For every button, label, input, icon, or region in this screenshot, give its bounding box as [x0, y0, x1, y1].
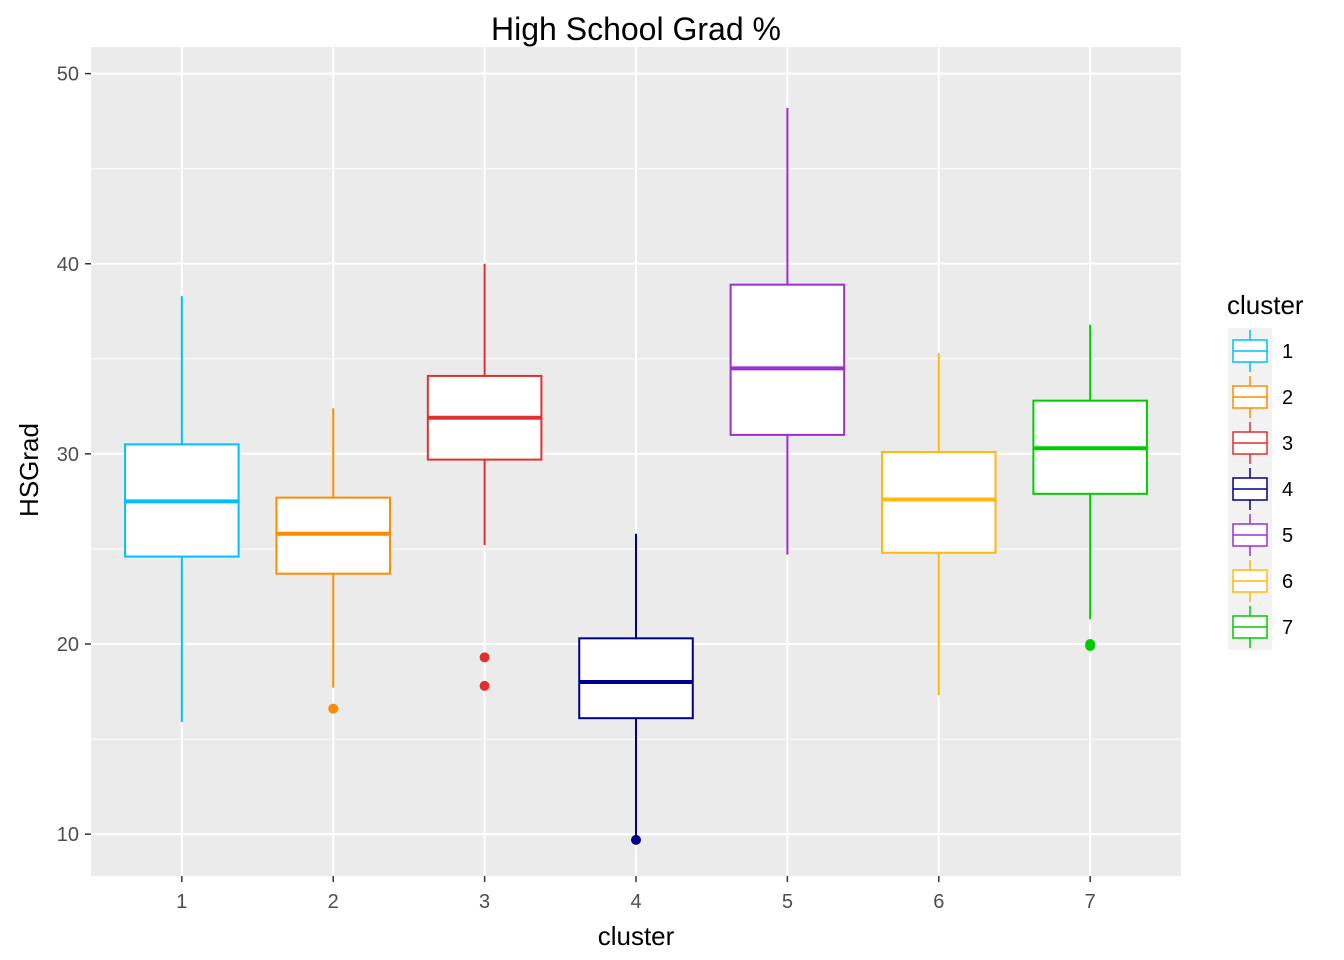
- boxplot-cluster-1: [124, 296, 240, 722]
- y-axis-title: HSGrad: [14, 423, 44, 517]
- x-tick-label: 6: [933, 891, 944, 913]
- y-tick-label: 50: [57, 64, 79, 86]
- legend-label: 3: [1282, 433, 1293, 455]
- outlier-point: [1085, 640, 1096, 651]
- x-tick-label: 1: [176, 891, 187, 913]
- y-tick-label: 10: [57, 824, 79, 846]
- boxplot-cluster-6: [881, 353, 997, 696]
- box: [881, 450, 997, 554]
- y-tick-label: 30: [57, 444, 79, 466]
- legend: cluster 1 2 3 4 5 6 7: [1227, 290, 1304, 650]
- outlier-point: [479, 652, 490, 663]
- legend-label: 4: [1282, 479, 1293, 501]
- legend-item-1: 1: [1228, 328, 1293, 374]
- x-tick-label: 2: [328, 891, 339, 913]
- x-axis-title: cluster: [598, 921, 675, 951]
- legend-label: 6: [1282, 571, 1293, 593]
- legend-item-7: 7: [1228, 604, 1293, 650]
- boxplot-cluster-5: [729, 107, 846, 555]
- outlier-point: [631, 834, 641, 845]
- legend-item-5: 5: [1228, 512, 1293, 558]
- boxplots: [124, 107, 1148, 845]
- legend-item-6: 6: [1228, 558, 1293, 604]
- x-tick-label: 4: [630, 891, 641, 913]
- chart-title: High School Grad %: [491, 11, 781, 47]
- legend-title: cluster: [1227, 290, 1304, 320]
- y-tick-label: 40: [57, 254, 79, 276]
- legend-label: 1: [1282, 341, 1293, 363]
- x-tick-label: 3: [479, 891, 490, 913]
- legend-item-2: 2: [1228, 374, 1293, 420]
- y-tick-label: 20: [57, 634, 79, 656]
- legend-label: 7: [1282, 617, 1293, 639]
- legend-label: 2: [1282, 387, 1293, 409]
- boxplot-cluster-7: [1032, 324, 1148, 651]
- x-tick-label: 7: [1085, 891, 1096, 913]
- box: [578, 637, 694, 720]
- boxplot-cluster-2: [275, 408, 391, 714]
- boxplot-cluster-4: [578, 533, 694, 845]
- legend-item-3: 3: [1228, 420, 1293, 466]
- axes: 10 20 30 40 50 1 2 3 4 5 6 7: [57, 64, 1096, 913]
- box: [729, 283, 846, 436]
- legend-item-4: 4: [1228, 466, 1293, 512]
- boxplot-cluster-3: [426, 263, 543, 691]
- outlier-point: [328, 703, 339, 714]
- outlier-point: [479, 680, 490, 691]
- legend-label: 5: [1282, 525, 1293, 547]
- x-tick-label: 5: [782, 891, 793, 913]
